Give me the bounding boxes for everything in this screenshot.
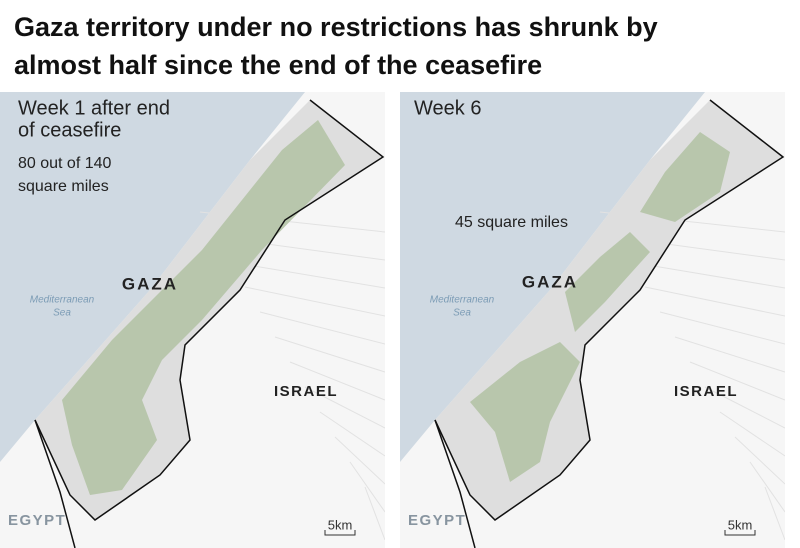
unrestricted-area (470, 342, 580, 482)
road (334, 436, 385, 485)
sea-label: Mediterranean (430, 295, 495, 306)
title: Gaza territory under no restrictions has… (14, 12, 658, 80)
panel-heading: of ceasefire (18, 119, 121, 141)
map-panel: Week 6 45 square miles GAZA Mediterranean Se… (400, 92, 785, 548)
road (749, 461, 785, 513)
sea (0, 92, 305, 462)
road (259, 311, 385, 345)
egypt-border (34, 419, 76, 548)
unrestricted-area (565, 232, 650, 332)
road (274, 336, 385, 373)
road (289, 361, 385, 401)
sea-label: Sea (53, 308, 71, 319)
country-label: ISRAEL (274, 383, 338, 400)
region-label: GAZA (522, 272, 578, 291)
area-note: 45 square miles (455, 214, 568, 231)
unrestricted-area (640, 132, 730, 222)
road (704, 386, 785, 429)
area-note: 80 out of 140 (18, 155, 112, 172)
sea-label: Sea (453, 308, 471, 319)
road (689, 361, 785, 401)
road (674, 336, 785, 373)
area-note: square miles (18, 178, 109, 195)
sea (400, 92, 705, 462)
country-label: EGYPT (8, 512, 66, 529)
panel-heading: Week 6 (414, 97, 481, 119)
road (304, 386, 385, 429)
road (734, 436, 785, 485)
sea-label: Mediterranean (30, 295, 95, 306)
road (659, 311, 785, 345)
border (34, 99, 385, 521)
road (644, 286, 785, 317)
egypt-border (434, 419, 476, 548)
road (364, 486, 385, 541)
region-label: GAZA (122, 274, 178, 293)
scale-bar (724, 530, 756, 536)
road (244, 286, 385, 317)
panel-heading: Week 1 after end (18, 97, 170, 119)
country-label: EGYPT (408, 512, 466, 529)
border (434, 99, 785, 521)
unrestricted-area (62, 120, 345, 495)
scale-label: 5km (328, 517, 353, 532)
road (764, 486, 785, 541)
scale-bar (324, 530, 356, 536)
road (319, 411, 385, 457)
country-label: ISRAEL (674, 383, 738, 400)
scale-label: 5km (728, 517, 753, 532)
road (349, 461, 385, 513)
road (719, 411, 785, 457)
